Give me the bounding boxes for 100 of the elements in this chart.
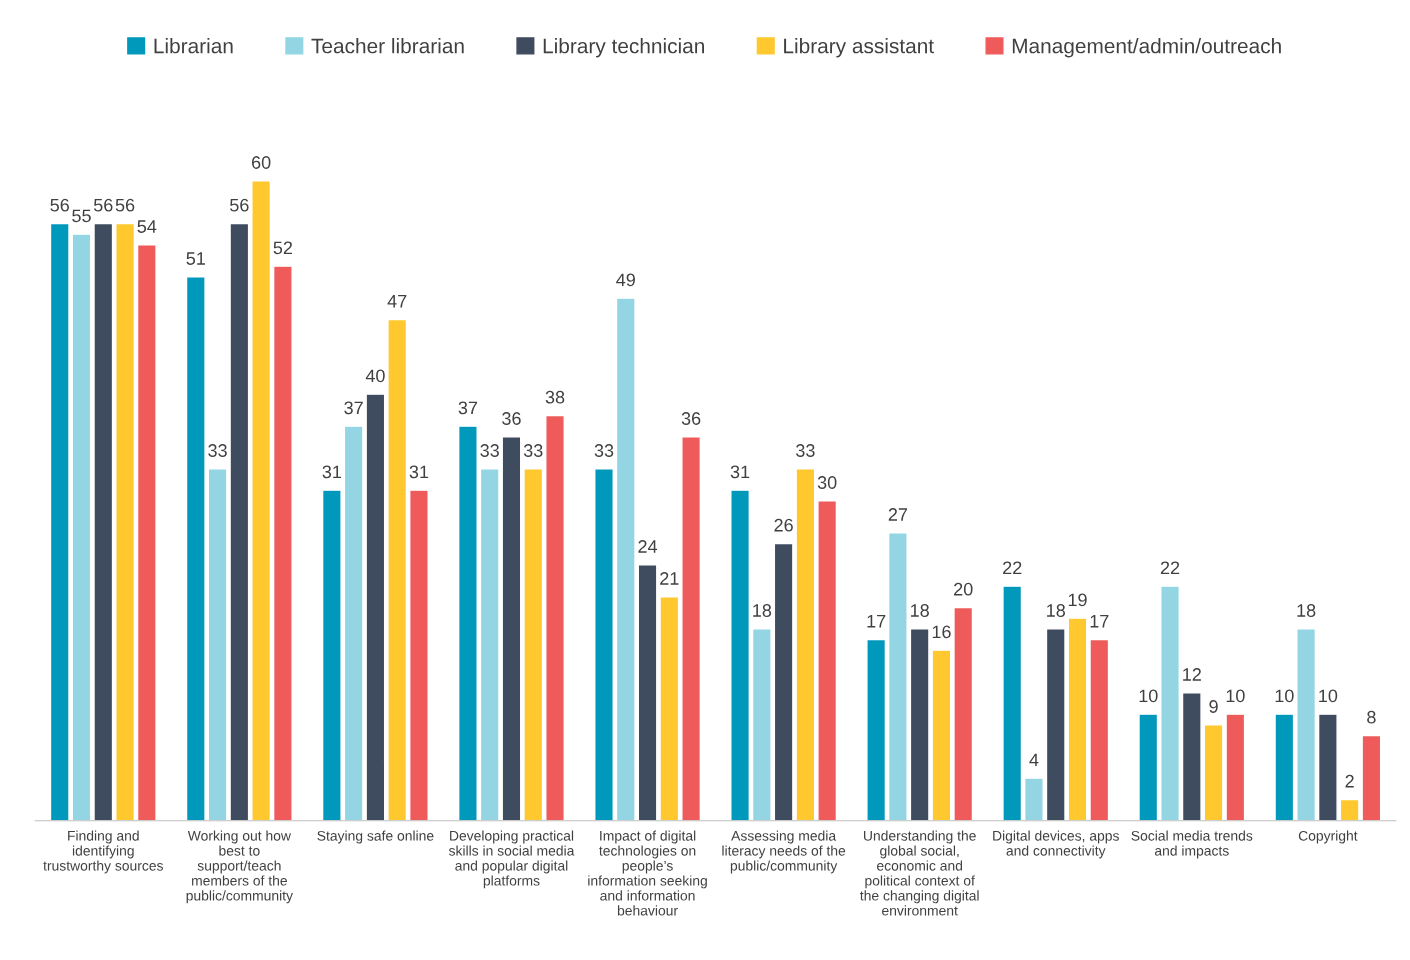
bar: [71, 233, 92, 821]
bar: [1317, 713, 1338, 821]
bar: [659, 596, 680, 821]
data-label: 10: [1139, 689, 1158, 703]
bar: [479, 468, 500, 821]
data-label: 54: [137, 220, 157, 233]
legend-label: Management/admin/outreach: [1012, 38, 1281, 58]
data-label: 12: [1183, 668, 1201, 681]
data-label: 17: [867, 614, 886, 628]
data-label: 18: [1047, 604, 1065, 617]
bar: [887, 532, 908, 821]
x-tick-label: Working out how best to support/teach members of the public/community: [186, 830, 293, 904]
bar: [136, 244, 157, 821]
data-label: 22: [1003, 561, 1022, 575]
data-label: 4: [1029, 753, 1039, 767]
data-label: 10: [1319, 689, 1338, 703]
x-tick-label: Assessing media literacy needs of the public/community: [722, 830, 846, 874]
bar: [1045, 628, 1066, 821]
bar: [321, 489, 342, 821]
bar: [637, 564, 658, 821]
x-tick-label: Developing practical skills in social media and popular digital platforms: [448, 830, 575, 889]
bar: [1138, 713, 1159, 821]
data-label: 20: [954, 582, 973, 596]
bar: [501, 436, 522, 821]
data-label: 24: [638, 540, 658, 553]
data-label: 60: [251, 156, 271, 169]
bar: [1160, 585, 1180, 821]
bar: [730, 489, 751, 821]
bar: [751, 628, 772, 821]
data-label: 52: [273, 241, 293, 255]
data-label: 36: [681, 412, 701, 425]
data-label: 33: [796, 444, 815, 457]
legend-label: Library assistant: [784, 38, 934, 58]
data-label: 26: [774, 518, 793, 532]
data-label: 8: [1367, 710, 1376, 724]
bar: [866, 638, 887, 821]
bar: [817, 500, 838, 821]
data-label: 36: [502, 412, 521, 425]
bar: [251, 180, 272, 821]
bar: [953, 606, 974, 821]
data-label: 51: [186, 252, 205, 265]
bar: [615, 297, 636, 821]
bar: [594, 468, 614, 821]
bar: [1089, 638, 1110, 821]
data-label: 2: [1345, 774, 1354, 788]
bar: [409, 489, 429, 821]
bar: [1024, 777, 1044, 821]
data-label: 22: [1160, 561, 1180, 575]
x-tick-label: Social media trends and impacts: [1131, 830, 1253, 859]
data-label: 21: [660, 572, 679, 585]
data-label: 56: [115, 198, 135, 212]
data-label: 18: [753, 604, 772, 617]
data-label: 37: [458, 401, 478, 415]
data-label: 49: [616, 273, 635, 287]
bar: [1296, 628, 1317, 821]
data-label: 38: [545, 390, 565, 404]
data-label: 47: [387, 294, 407, 308]
data-label: 9: [1209, 700, 1218, 713]
data-label: 33: [594, 444, 614, 457]
bar: [1181, 692, 1202, 821]
legend-label: Teacher librarian: [311, 38, 464, 54]
data-label: 31: [409, 465, 429, 479]
bar: [1274, 713, 1295, 821]
bar: [272, 265, 293, 821]
data-label: 33: [208, 444, 227, 457]
data-label: 10: [1226, 689, 1245, 703]
bar: [93, 222, 114, 821]
legend-label: Library technician: [543, 38, 704, 58]
x-tick-label: Staying safe online: [317, 830, 434, 844]
data-label: 19: [1068, 593, 1087, 607]
data-label: 33: [523, 444, 543, 457]
data-label: 18: [911, 604, 929, 617]
data-label: 56: [230, 198, 249, 212]
bar: [115, 222, 136, 821]
bar: [545, 414, 565, 821]
x-tick-label: Digital devices, apps and connectivity: [993, 830, 1119, 859]
data-label: 56: [50, 198, 69, 212]
x-tick-label: Impact of digital technologies on people’s information seeking and information behaviour: [588, 830, 707, 916]
data-label: 18: [1297, 604, 1316, 617]
x-tick-label: Finding and identifying trustworthy sources: [43, 830, 163, 874]
bar: [1002, 585, 1023, 821]
x-tick-label: Copyright: [1298, 830, 1358, 844]
data-label: 33: [480, 444, 499, 457]
data-label: 10: [1275, 689, 1294, 703]
bar: [523, 468, 544, 821]
data-label: 27: [888, 508, 908, 521]
bar: [1067, 617, 1088, 821]
data-label: 56: [93, 198, 113, 212]
data-label: 31: [730, 465, 750, 479]
bar: [49, 222, 70, 821]
bar: [387, 318, 408, 821]
data-label: 55: [72, 209, 91, 223]
data-label: 31: [322, 465, 342, 479]
bar: [457, 425, 478, 821]
data-label: 30: [817, 476, 837, 489]
data-label: 37: [344, 401, 363, 415]
data-label: 16: [932, 625, 951, 639]
data-label: 17: [1090, 614, 1109, 628]
data-label: 40: [365, 369, 385, 383]
bar: [681, 436, 702, 821]
